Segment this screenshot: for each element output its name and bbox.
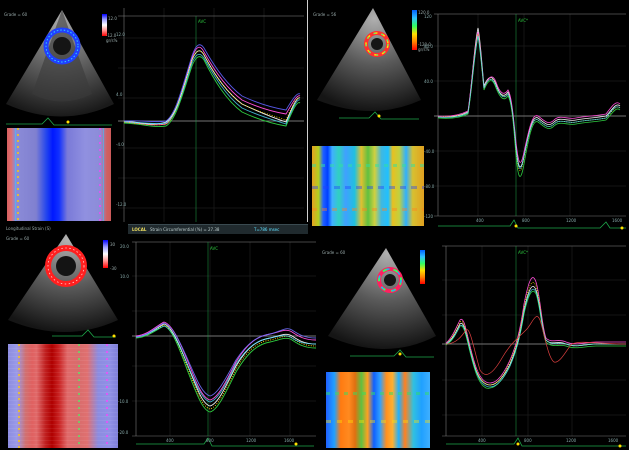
q4-echo-image bbox=[328, 248, 436, 358]
q4-avc-marker: AVC* bbox=[518, 250, 528, 255]
vertical-divider-top bbox=[307, 0, 308, 222]
q3-grade-label: Grade = 60 bbox=[6, 236, 30, 241]
q3-mmode-strip bbox=[8, 344, 118, 448]
q1-colorbar bbox=[102, 14, 107, 36]
q2-xtick-0: 400 bbox=[476, 218, 484, 223]
q1-mmode-strip bbox=[7, 128, 111, 221]
q2-ytick-5: -120 bbox=[424, 214, 434, 219]
q1-ytick-0: 12.0 bbox=[116, 32, 125, 37]
q1-echo-panel: Grade = 60 bbox=[2, 4, 114, 126]
q3-echo-image bbox=[8, 234, 118, 338]
q4-strain-rate-graph: AVC* 400 800 1200 1600 bbox=[442, 245, 627, 448]
q3-ytick-2: -10.0 bbox=[118, 399, 129, 404]
q2-xtick-1: 800 bbox=[522, 218, 530, 223]
q3-colorbar-bottom: -30 bbox=[110, 266, 117, 271]
q2-xtick-3: 1600 bbox=[612, 218, 623, 223]
q2-ytick-3: -40.0 bbox=[424, 149, 435, 154]
q3-strain-graph: AVC 20.0 10.0 -10.0 -20.0 400 800 1200 1… bbox=[118, 241, 317, 447]
q1-avc-marker: AVC bbox=[198, 19, 206, 24]
q1-ytick-1: 4.0 bbox=[116, 92, 123, 97]
q3-header-label: Longitudinal Strain (S) bbox=[6, 226, 51, 231]
q4-mmode-strip bbox=[326, 372, 430, 448]
q1-strain-rate-graph: AVC 12.0 4.0 -4.0 -12.0 bbox=[116, 8, 304, 222]
status-local: LOCAL bbox=[132, 227, 147, 232]
q3-colorbar bbox=[103, 240, 108, 268]
q4-echo-panel: Grade = 60 bbox=[320, 244, 436, 362]
q3-xtick-2: 1200 bbox=[246, 438, 257, 443]
q2-strain-rate-graph: AVC* 120 80.0 40.0 -40.0 -80.0 -120 400 … bbox=[424, 13, 626, 230]
q2-ytick-4: -80.0 bbox=[424, 184, 435, 189]
q1-ytick-2: -4.0 bbox=[116, 142, 124, 147]
q2-ytick-0: 120 bbox=[424, 14, 432, 19]
q1-echo-image bbox=[6, 10, 114, 126]
q2-echo-panel: Grade = 56 bbox=[309, 4, 421, 122]
q4-xtick-2: 1200 bbox=[566, 438, 577, 443]
q2-ytick-1: 80.0 bbox=[424, 44, 433, 49]
q3-colorbar-top: 30 bbox=[110, 242, 116, 247]
q2-colorbar-bottom: -120.0 bbox=[418, 42, 431, 47]
q4-xtick-3: 1600 bbox=[608, 438, 619, 443]
q4-grade-label: Grade = 60 bbox=[322, 250, 346, 255]
q2-colorbar-top: 120.0 bbox=[418, 10, 430, 15]
q4-colorbar bbox=[420, 250, 425, 284]
q3-avc-marker: AVC bbox=[210, 246, 218, 251]
q2-grade-label: Grade = 56 bbox=[313, 12, 337, 17]
q3-xtick-1: 800 bbox=[206, 438, 214, 443]
q2-echo-image bbox=[317, 8, 421, 120]
status-bar: LOCAL Strain Circumferential (%) = 27.38… bbox=[128, 224, 308, 234]
q1-colorbar-bottom: -12.0 bbox=[106, 33, 117, 38]
q2-avc-marker: AVC* bbox=[518, 18, 528, 23]
q2-ytick-2: 40.0 bbox=[424, 79, 433, 84]
q3-ytick-0: 20.0 bbox=[120, 244, 129, 249]
q4-xtick-0: 400 bbox=[478, 438, 486, 443]
q3-xtick-0: 400 bbox=[166, 438, 174, 443]
q1-grade-label: Grade = 60 bbox=[4, 12, 28, 17]
q3-xtick-3: 1600 bbox=[284, 438, 295, 443]
q2-colorbar-unit: gr/s% bbox=[418, 47, 430, 52]
q1-colorbar-top: 12.0 bbox=[108, 16, 117, 21]
status-time: T=786 msec bbox=[254, 227, 280, 232]
q4-xtick-1: 800 bbox=[524, 438, 532, 443]
q2-colorbar bbox=[412, 10, 417, 50]
q2-mmode-strip bbox=[312, 146, 424, 226]
q2-xtick-2: 1200 bbox=[566, 218, 577, 223]
q3-ytick-3: -20.0 bbox=[118, 430, 129, 435]
q1-ytick-3: -12.0 bbox=[116, 202, 127, 207]
status-metric: Strain Circumferential (%) = 27.38 bbox=[150, 227, 220, 232]
q3-ytick-1: 10.0 bbox=[120, 274, 129, 279]
q3-echo-panel: Grade = 60 bbox=[2, 232, 118, 342]
q1-colorbar-unit: gr/s% bbox=[106, 38, 118, 43]
